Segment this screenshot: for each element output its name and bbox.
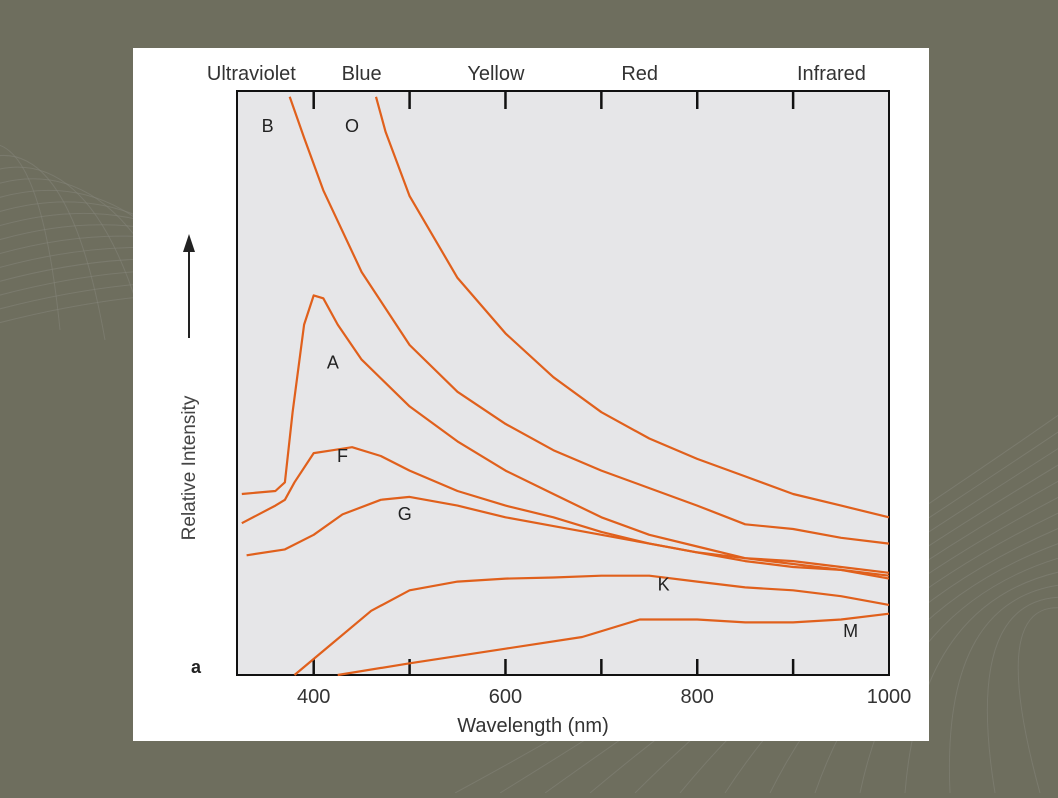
- series-line-f: [241, 446, 890, 580]
- series-label-m: M: [843, 621, 858, 641]
- y-axis-title: Relative Intensity: [179, 395, 200, 540]
- band-label: Ultraviolet: [207, 63, 296, 85]
- x-tick-label: 600: [489, 686, 522, 708]
- spectrum-chart: Ultraviolet Blue Yellow Red Infrared 400 600 8…: [179, 63, 912, 737]
- series-label-b: B: [262, 116, 274, 136]
- series-line-b: [288, 96, 890, 545]
- series-label-o: O: [345, 116, 359, 136]
- band-label: Blue: [342, 63, 382, 85]
- band-label: Infrared: [797, 63, 866, 85]
- y-axis-arrow-icon: [183, 234, 195, 252]
- series-label-a: A: [327, 352, 339, 372]
- series-label-k: K: [658, 574, 670, 594]
- x-tick-label: 1000: [867, 686, 912, 708]
- x-axis-title: Wavelength (nm): [457, 715, 609, 737]
- band-label: Red: [621, 63, 658, 85]
- series-label-f: F: [337, 446, 348, 466]
- series-line-g: [246, 495, 890, 574]
- y-axis-title-group: Relative Intensity: [179, 234, 200, 540]
- series-label-g: G: [398, 504, 412, 524]
- panel-label: a: [191, 657, 202, 677]
- figure-card: Ultraviolet Blue Yellow Red Infrared 400 600 8…: [133, 48, 929, 741]
- series-line-m: [337, 612, 890, 677]
- series-line-o: [374, 96, 890, 519]
- x-tick-label: 800: [681, 686, 714, 708]
- x-tick-label: 400: [297, 686, 330, 708]
- series-line-k: [293, 574, 890, 676]
- band-label: Yellow: [467, 63, 525, 85]
